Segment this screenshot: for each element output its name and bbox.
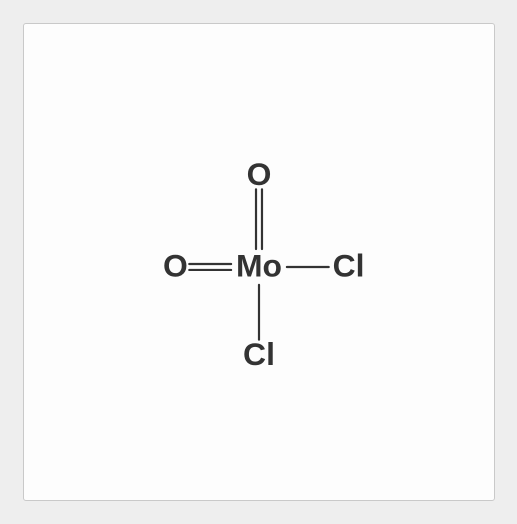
atom-mo: Mo	[235, 247, 281, 283]
atom-o: O	[246, 156, 271, 192]
molecule-canvas: Mo O O Cl Cl	[24, 24, 494, 500]
atom-o: O	[162, 247, 187, 283]
molecule-frame: Mo O O Cl Cl	[23, 23, 495, 501]
atom-cl: Cl	[332, 247, 364, 283]
bond	[189, 264, 231, 270]
atom-cl: Cl	[243, 336, 275, 372]
bond	[256, 189, 262, 249]
